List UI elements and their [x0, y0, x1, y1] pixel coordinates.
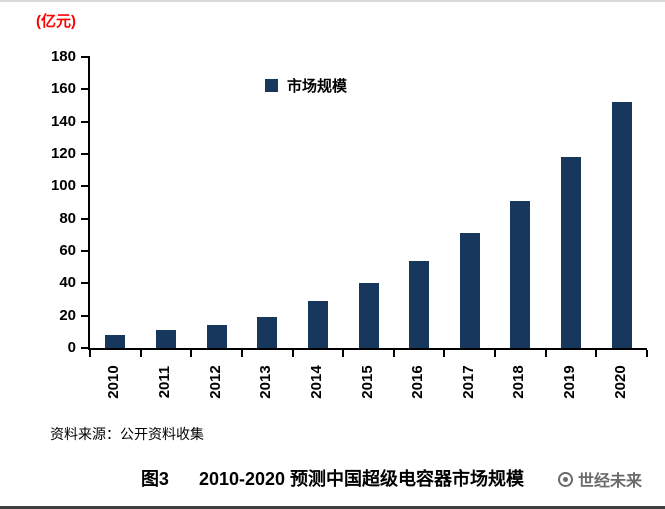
x-axis-tick: [494, 350, 497, 357]
top-divider: [0, 0, 665, 2]
x-axis-label-2020: 2020: [611, 365, 629, 399]
x-axis-tick: [342, 350, 345, 357]
y-axis-label-160: 160: [50, 80, 76, 98]
x-axis-label-2011: 2011: [155, 365, 173, 399]
x-axis-label-2014: 2014: [307, 365, 325, 399]
x-axis-tick: [646, 350, 648, 357]
x-axis-tick: [291, 350, 294, 357]
y-axis-tick: [81, 347, 90, 349]
watermark-logo-icon: [558, 471, 573, 487]
y-axis-label-180: 180: [50, 48, 76, 65]
x-axis-label-2017: 2017: [459, 365, 477, 399]
y-axis-tick: [81, 217, 90, 220]
bar-2018: [510, 200, 531, 348]
bar-2016: [409, 260, 430, 348]
x-axis-label-2015: 2015: [358, 365, 376, 399]
x-axis-tick: [595, 350, 598, 357]
bar-2013: [257, 317, 278, 348]
y-axis-tick: [81, 185, 90, 188]
x-axis-label-2013: 2013: [257, 365, 275, 399]
x-axis-label-2010: 2010: [105, 365, 123, 399]
y-axis-tick: [81, 56, 90, 58]
x-axis-tick: [240, 350, 243, 357]
plot-area: 0 20 40 60 80 100 120 140 160 180 2010 2011 2012 201…: [51, 48, 648, 399]
watermark: 世经未来: [558, 467, 642, 491]
legend-swatch-icon: [265, 79, 278, 92]
x-axis-tick: [89, 350, 91, 357]
x-axis-label-2018: 2018: [510, 365, 528, 399]
bottom-divider: [0, 506, 665, 509]
x-axis-tick: [392, 350, 395, 357]
x-axis-label-2016: 2016: [409, 365, 427, 399]
bar-2020: [611, 102, 632, 348]
bar-2012: [206, 325, 227, 348]
x-axis-tick: [190, 350, 193, 357]
y-axis-label-140: 140: [50, 112, 76, 130]
legend: 市场规模: [265, 75, 347, 96]
bar-2011: [155, 330, 176, 348]
y-axis-tick: [81, 314, 90, 317]
y-axis-label-100: 100: [50, 177, 76, 195]
y-axis-label-80: 80: [59, 209, 76, 227]
legend-label: 市场规模: [287, 78, 348, 95]
figure-caption: 图3 2010-2020 预测中国超级电容器市场规模: [140, 469, 525, 489]
y-axis-label-120: 120: [50, 145, 76, 162]
bar-2017: [459, 233, 480, 348]
x-axis-label-2012: 2012: [206, 365, 224, 399]
watermark-text: 世经未来: [578, 473, 643, 490]
y-axis-label-0: 0: [67, 339, 76, 356]
bar-2014: [307, 301, 328, 348]
y-axis-label-60: 60: [59, 242, 76, 259]
x-axis-tick: [139, 350, 142, 357]
x-axis-tick: [544, 350, 547, 357]
y-axis-tick: [81, 282, 90, 285]
bar-2010: [105, 335, 126, 348]
y-axis-unit-label: (亿元): [36, 13, 76, 30]
y-axis-tick: [81, 120, 90, 123]
y-axis-tick: [81, 250, 90, 252]
bar-2015: [358, 283, 379, 348]
y-axis-tick: [81, 153, 90, 155]
y-axis-tick: [81, 88, 90, 91]
x-axis-tick: [443, 350, 446, 357]
x-axis-label-2019: 2019: [561, 365, 579, 399]
y-axis-label-20: 20: [59, 306, 76, 324]
source-note: 资料来源：公开资料收集: [50, 426, 204, 442]
y-axis-label-40: 40: [59, 274, 76, 292]
bar-2019: [561, 157, 582, 348]
